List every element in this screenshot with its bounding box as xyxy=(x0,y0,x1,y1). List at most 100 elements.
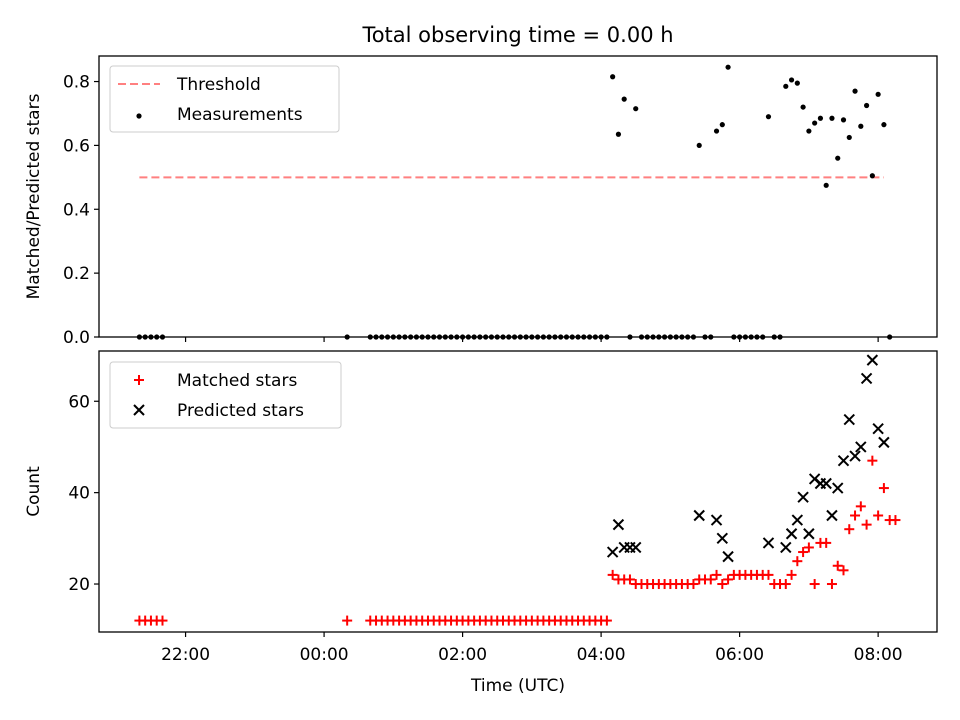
measurement-point xyxy=(679,334,685,340)
matched-star-point xyxy=(855,501,866,512)
measurement-point xyxy=(615,131,622,137)
measurement-point xyxy=(506,334,512,340)
x-marker-b xyxy=(878,436,890,449)
measurement-point xyxy=(390,334,396,340)
count-panel: 20 40 60 22:00 00:00 02:00 04:00 06:00 08:00 Co… xyxy=(24,350,938,696)
y-tick-label: 60 xyxy=(68,392,90,412)
matched-star-point xyxy=(861,519,872,530)
predicted-star-point xyxy=(606,546,619,558)
predicted-star-point xyxy=(803,528,815,540)
measurement-point xyxy=(633,106,639,112)
legend-matched-swatch xyxy=(134,375,144,385)
measurement-point xyxy=(719,122,725,128)
x-marker-b xyxy=(832,482,844,494)
matched-star-point xyxy=(809,579,820,590)
predicted-stars-points xyxy=(606,354,890,563)
predicted-star-point xyxy=(878,436,890,449)
x-marker-b xyxy=(785,528,798,540)
measurement-point xyxy=(154,334,160,340)
measurement-point xyxy=(685,334,691,340)
ratio-y-axis-label: Matched/Predicted stars xyxy=(24,93,44,299)
predicted-star-point xyxy=(797,491,809,503)
x-tick-label: 08:00 xyxy=(854,645,903,665)
x-marker-b xyxy=(837,454,850,467)
matched-star-point xyxy=(780,579,791,590)
x-marker-b xyxy=(693,509,705,522)
count-y-axis: 20 40 60 xyxy=(68,392,99,595)
matched-star-point xyxy=(763,569,774,580)
legend-threshold-label: Threshold xyxy=(176,75,261,95)
matched-star-point xyxy=(786,569,797,580)
measurement-point xyxy=(367,334,373,340)
measurement-point xyxy=(396,334,402,340)
chart-title: Total observing time = 0.00 h xyxy=(361,23,673,47)
x-marker-b xyxy=(710,514,723,526)
y-tick-label: 40 xyxy=(68,484,90,504)
x-marker-b xyxy=(797,491,809,503)
measurement-point xyxy=(379,334,385,340)
predicted-star-point xyxy=(710,514,723,526)
measurement-point xyxy=(500,334,506,340)
measurement-point xyxy=(812,120,818,126)
measurement-point xyxy=(384,334,391,340)
matched-star-point xyxy=(705,574,716,585)
matched-star-point xyxy=(873,510,884,521)
measurement-point xyxy=(483,334,489,340)
measurement-point xyxy=(650,334,656,340)
measurement-point xyxy=(425,334,431,340)
measurement-point xyxy=(142,334,148,340)
measurement-point xyxy=(517,334,523,340)
ratio-panel: 0.00.20.40.60.8 Matched/Predicted stars … xyxy=(24,55,938,348)
x-marker-b xyxy=(860,372,873,385)
measurement-point xyxy=(760,334,766,340)
predicted-star-point xyxy=(693,509,705,522)
x-marker-b xyxy=(612,518,625,531)
measurement-point xyxy=(754,334,760,340)
measurement-point xyxy=(558,334,564,340)
matched-star-point xyxy=(601,615,612,626)
measurement-point xyxy=(783,83,789,89)
measurement-point xyxy=(806,128,812,134)
measurement-point xyxy=(159,334,166,340)
matched-star-point xyxy=(878,483,889,494)
predicted-star-point xyxy=(791,514,804,526)
x-marker-b xyxy=(722,550,734,563)
measurement-point xyxy=(477,334,483,340)
predicted-star-point xyxy=(820,477,832,490)
matched-star-point xyxy=(803,542,814,553)
measurement-point xyxy=(413,334,420,340)
x-marker-b xyxy=(780,541,792,554)
matched-star-point xyxy=(844,524,855,535)
measurement-point xyxy=(725,64,731,70)
measurement-point xyxy=(448,334,454,340)
x-marker-b xyxy=(133,404,145,416)
legend-predicted-label: Predicted stars xyxy=(177,401,304,421)
measurement-point xyxy=(638,334,645,340)
y-tick-label: 0.6 xyxy=(63,136,90,156)
x-marker-b xyxy=(791,514,804,526)
x-marker-b xyxy=(803,528,815,540)
x-tick-label: 02:00 xyxy=(438,645,487,665)
predicted-star-point xyxy=(630,541,642,554)
matched-star-point xyxy=(826,579,837,590)
measurement-point xyxy=(408,334,414,340)
measurement-point xyxy=(852,88,858,94)
measurement-point xyxy=(777,334,783,340)
x-tick-label: 22:00 xyxy=(161,645,210,665)
measurement-point xyxy=(465,334,471,340)
y-tick-label: 0.4 xyxy=(63,200,90,220)
measurement-point xyxy=(881,122,887,128)
legend-plus-marker xyxy=(134,375,144,385)
ratio-legend: Threshold Measurements xyxy=(109,65,340,133)
ratio-x-ticks xyxy=(184,337,879,342)
measurement-point xyxy=(604,334,610,340)
predicted-star-point xyxy=(843,413,855,426)
measurement-point xyxy=(373,334,379,340)
count-panel-frame xyxy=(98,350,938,633)
x-tick-label: 00:00 xyxy=(300,645,349,665)
measurement-point xyxy=(661,334,668,340)
measurement-points xyxy=(136,64,893,340)
measurement-point xyxy=(863,102,870,109)
y-tick-label: 0.2 xyxy=(63,264,90,284)
legend-measurements-swatch xyxy=(136,113,142,119)
